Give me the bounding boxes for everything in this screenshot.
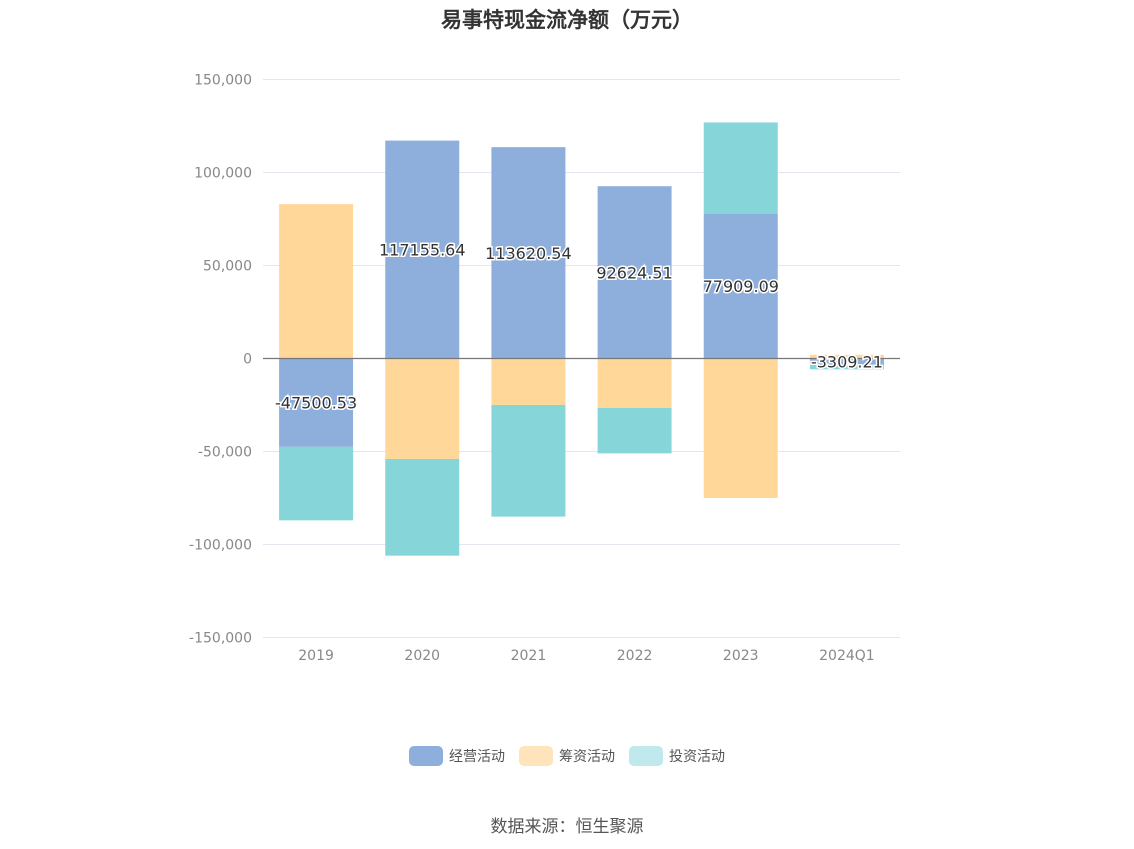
x-tick-label: 2019: [298, 648, 334, 664]
chart-legend: 经营活动 筹资活动 投资活动: [0, 746, 1134, 766]
y-tick-label: -100,000: [189, 538, 252, 554]
bar-2024Q1-series-1: [809, 354, 884, 359]
bar-2022-series-1: [597, 358, 672, 408]
bar-2019-series-1: [279, 204, 354, 359]
data-label: -3309.21: [811, 353, 883, 372]
y-tick-label: 0: [243, 352, 252, 368]
y-tick-label: -50,000: [198, 445, 252, 461]
legend-item-operating[interactable]: 经营活动: [409, 746, 505, 766]
x-tick-label: 2024Q1: [819, 648, 875, 664]
data-label: 117155.64: [379, 241, 466, 260]
bar-2024Q1-series-2: [809, 364, 884, 370]
y-tick-label: 150,000: [194, 73, 252, 89]
bar-2022-series-0: [597, 186, 672, 359]
bar-2023-series-2: [703, 122, 778, 214]
data-label: -47500.53: [275, 394, 357, 413]
legend-item-investing[interactable]: 投资活动: [629, 746, 725, 766]
y-tick-label: 50,000: [203, 259, 252, 275]
chart-title: 易事特现金流净额（万元）: [441, 8, 693, 32]
chart-plot: 150,000 100,000 50,000 0 -50,000 -100,000 -150…: [189, 73, 900, 664]
data-label: 92624.51: [596, 263, 672, 282]
x-tick-label: 2022: [617, 648, 653, 664]
data-label: 113620.54: [485, 244, 572, 263]
y-tick-label: -150,000: [189, 631, 252, 647]
bar-2023-series-1: [703, 358, 778, 498]
bar-2021-series-2: [491, 405, 566, 517]
legend-label-investing: 投资活动: [669, 749, 725, 765]
bar-2023-series-0: [703, 213, 778, 359]
bar-2021-series-1: [491, 358, 566, 405]
data-label: 77909.09: [703, 277, 779, 296]
legend-item-financing[interactable]: 筹资活动: [519, 746, 615, 766]
bar-2022-series-2: [597, 407, 672, 454]
bar-2020-series-2: [385, 458, 460, 556]
legend-label-operating: 经营活动: [449, 749, 505, 765]
bar-2021-series-0: [491, 147, 566, 359]
bar-2019-series-2: [279, 446, 354, 521]
bar-2019-series-0: [279, 358, 354, 447]
legend-swatch-investing: [629, 746, 663, 766]
y-tick-label: 100,000: [194, 166, 252, 182]
legend-label-financing: 筹资活动: [559, 749, 615, 765]
legend-swatch-operating: [409, 746, 443, 766]
bar-2020-series-1: [385, 358, 460, 459]
x-tick-label: 2023: [723, 648, 759, 664]
legend-swatch-financing: [519, 746, 553, 766]
bar-2020-series-0: [385, 140, 460, 359]
x-tick-label: 2021: [511, 648, 547, 664]
bar-2024Q1-series-0: [809, 358, 884, 365]
source-note: 数据来源：恒生聚源: [490, 817, 644, 837]
x-tick-label: 2020: [404, 648, 440, 664]
